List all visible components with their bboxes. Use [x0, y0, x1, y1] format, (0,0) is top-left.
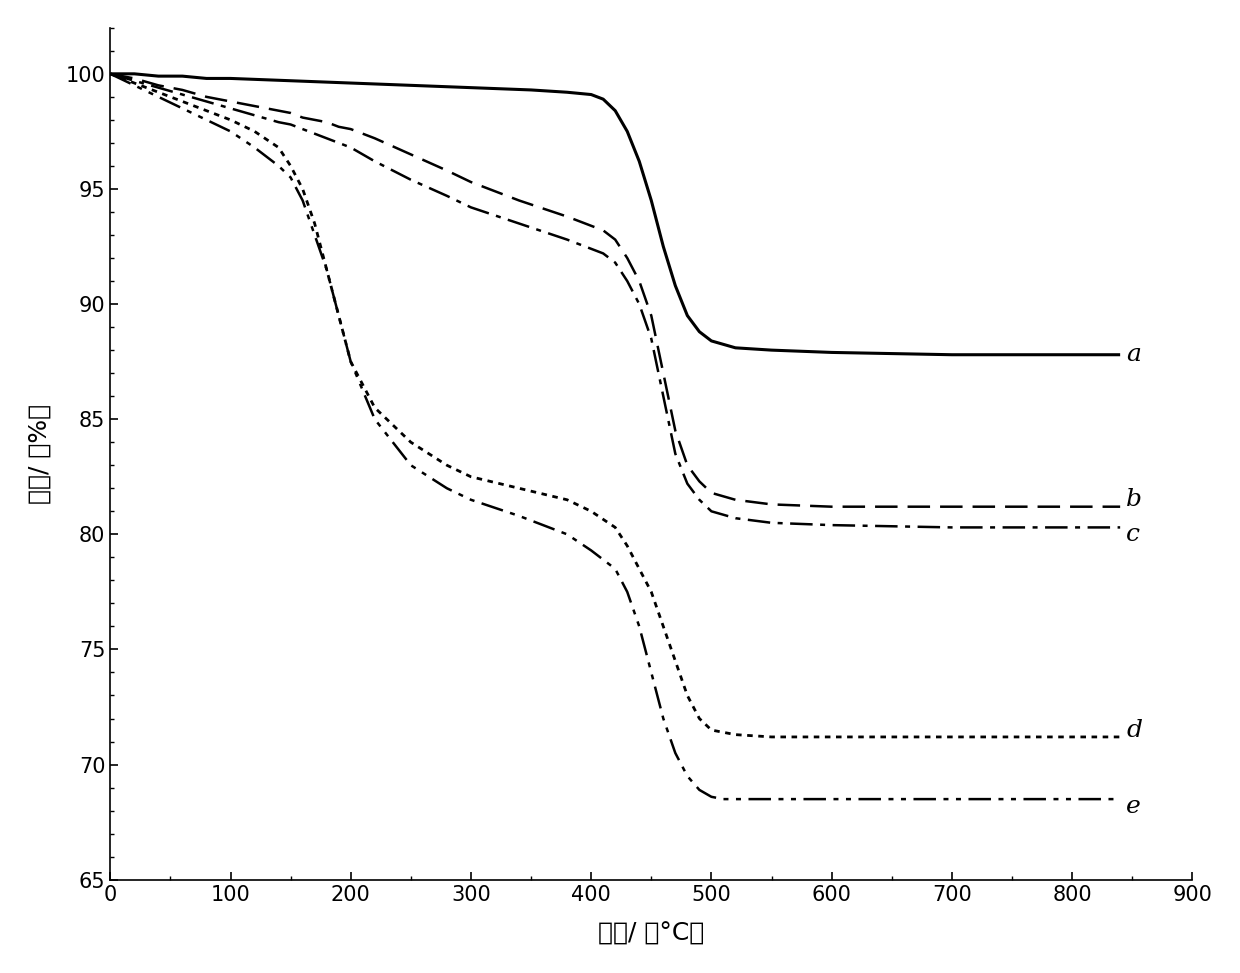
Text: c: c	[1126, 523, 1140, 546]
Text: e: e	[1126, 795, 1141, 817]
Text: d: d	[1126, 718, 1142, 741]
Text: a: a	[1126, 343, 1141, 366]
X-axis label: 温度/ （°C）: 温度/ （°C）	[598, 921, 704, 945]
Y-axis label: 残重/ （%）: 残重/ （%）	[27, 404, 52, 504]
Text: b: b	[1126, 488, 1142, 511]
